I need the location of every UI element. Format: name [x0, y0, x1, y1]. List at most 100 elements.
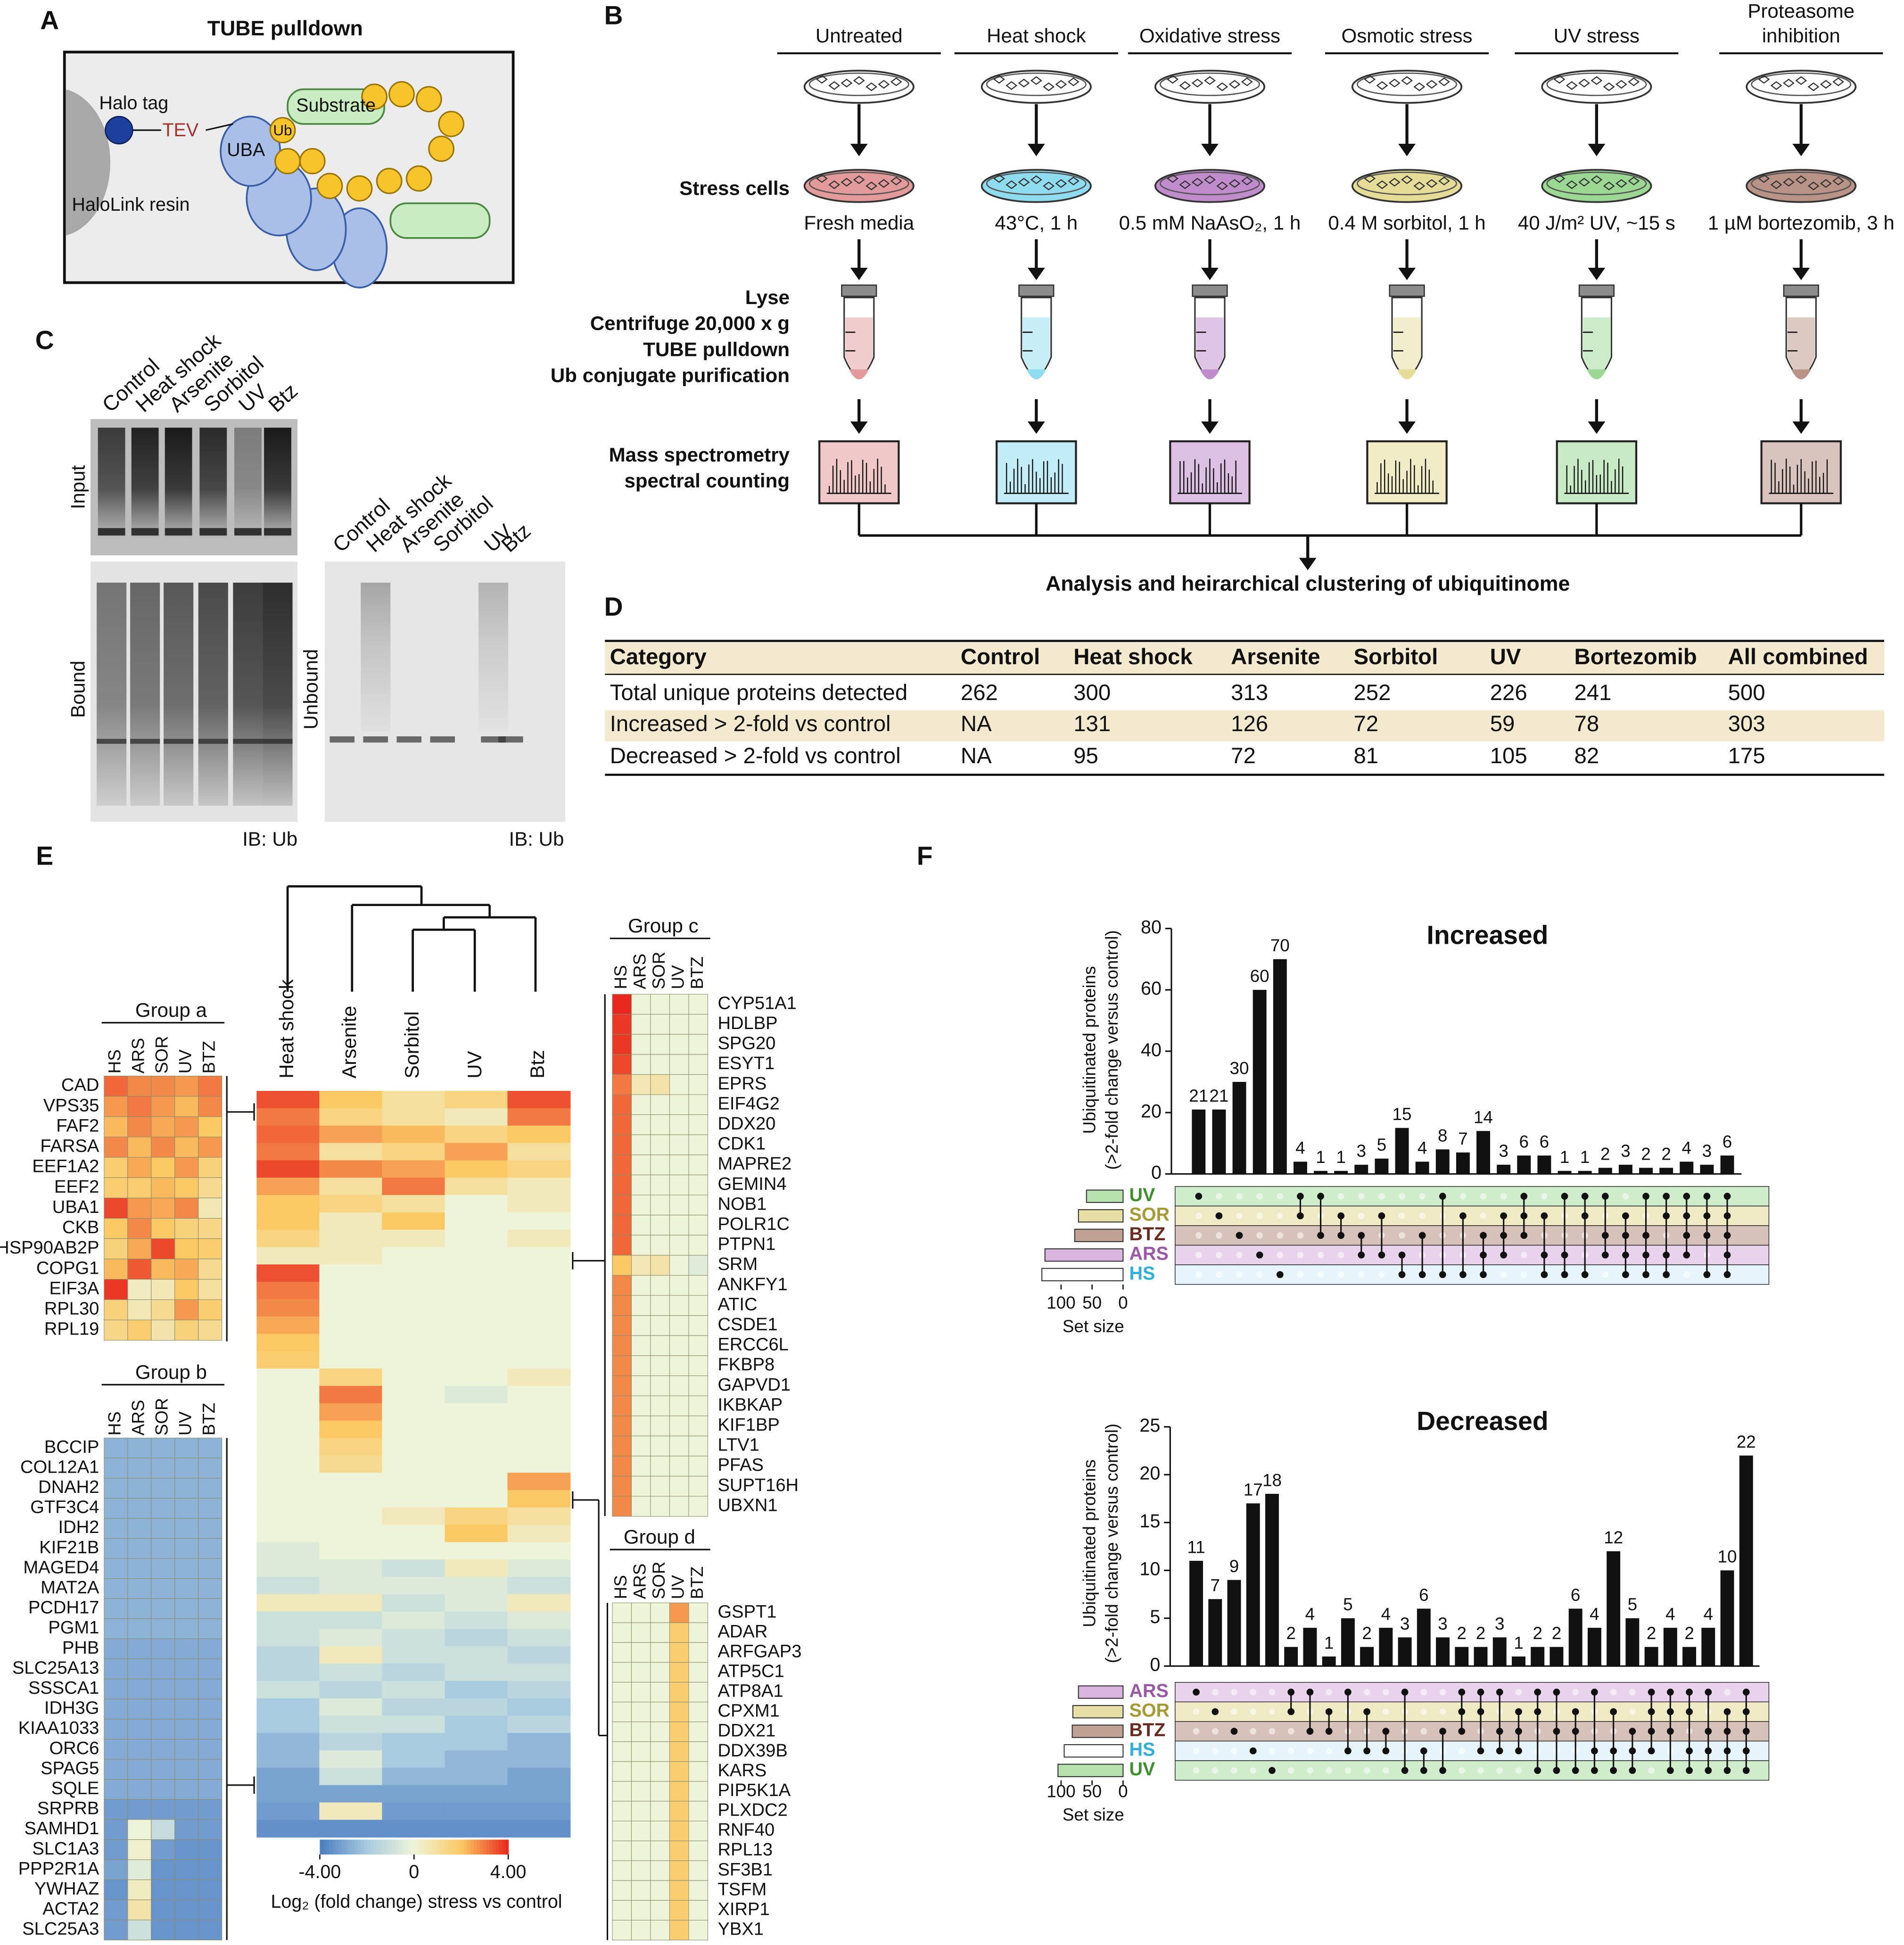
step-label: Centrifuge 20,000 x g — [590, 312, 790, 334]
column-label: UV — [463, 1051, 486, 1078]
matrix-dot — [1648, 1708, 1655, 1715]
heatmap-cell — [151, 1538, 175, 1559]
bar-value-label: 5 — [1377, 1135, 1386, 1154]
table-cell: 500 — [1728, 680, 1765, 705]
gene-label: CSDE1 — [718, 1314, 778, 1335]
lane-band — [198, 739, 228, 744]
heatmap-cell — [256, 1351, 320, 1369]
heatmap-cell — [256, 1629, 320, 1647]
bar-value-label: 5 — [1628, 1595, 1637, 1614]
heatmap-cell — [507, 1507, 571, 1525]
heatmap-cell — [174, 1819, 199, 1840]
lane-band — [199, 528, 227, 536]
heatmap-cell — [151, 1458, 175, 1479]
bar-value-label: 60 — [1250, 966, 1269, 986]
cell — [1628, 176, 1640, 186]
lane-smear — [130, 582, 160, 806]
column-label: UV — [175, 1049, 195, 1074]
heatmap-cell — [669, 1014, 689, 1035]
heatmap-cell — [382, 1698, 445, 1716]
bar-value-label: 6 — [1723, 1132, 1732, 1152]
heatmap-cell — [688, 1435, 709, 1457]
matrix-dot — [1622, 1251, 1629, 1259]
set-size-tick-label: 100 — [1047, 1781, 1075, 1801]
heatmap-cell — [669, 1761, 689, 1782]
heatmap-cell — [127, 1478, 152, 1499]
heatmap-cell — [445, 1698, 508, 1716]
heatmap-cell — [382, 1664, 445, 1681]
heatmap-cell — [382, 1507, 445, 1525]
colorbar-segment — [483, 1839, 487, 1855]
heatmap-cell — [612, 1456, 632, 1476]
cell — [1167, 174, 1179, 183]
heatmap-cell — [256, 1820, 320, 1838]
heatmap-cell — [127, 1319, 152, 1341]
heatmap-cell — [256, 1420, 320, 1439]
heatmap-cell — [688, 1375, 709, 1396]
heatmap-cell — [319, 1698, 383, 1716]
set-size-tick-label: 0 — [1118, 1293, 1128, 1312]
matrix-dot-empty — [1216, 1271, 1222, 1278]
heatmap-cell — [631, 1315, 651, 1336]
bar — [1531, 1647, 1545, 1666]
heatmap-cell — [151, 1638, 175, 1659]
y-axis-label: (>2-fold change versus control) — [1102, 1424, 1121, 1663]
heatmap-cell — [104, 1578, 128, 1599]
gene-label: RPL13 — [718, 1839, 773, 1860]
heatmap-cell — [669, 1074, 689, 1095]
heatmap-cell — [127, 1197, 152, 1219]
bar — [1700, 1164, 1714, 1174]
matrix-dot — [1683, 1232, 1690, 1239]
heatmap-cell — [104, 1319, 128, 1341]
column-label: BTZ — [687, 1566, 707, 1599]
heatmap-cell — [256, 1247, 320, 1265]
heatmap-cell — [256, 1525, 320, 1543]
heatmap-cell — [127, 1698, 152, 1720]
column-label: UV — [668, 965, 687, 989]
heatmap-cell — [445, 1820, 508, 1838]
colorbar-segment — [335, 1839, 339, 1855]
heatmap-cell — [382, 1299, 445, 1317]
matrix-dot — [1723, 1708, 1731, 1715]
heatmap-cell — [688, 1920, 709, 1941]
matrix-dot — [1439, 1271, 1446, 1278]
heatmap-cell — [631, 1496, 651, 1517]
heatmap-cell — [256, 1403, 320, 1421]
colorbar-segment — [414, 1839, 418, 1855]
bar — [1354, 1164, 1368, 1174]
bar-value-label: 2 — [1533, 1624, 1542, 1643]
colorbar-segment — [361, 1839, 364, 1855]
column-label: SOR — [152, 1398, 172, 1435]
heatmap-cell — [631, 1920, 651, 1941]
gene-label: HSP90AB2P — [0, 1237, 99, 1258]
heatmap-cell — [382, 1767, 445, 1786]
matrix-dot — [1723, 1747, 1731, 1755]
set-size-bar — [1072, 1705, 1124, 1719]
matrix-dot — [1480, 1271, 1487, 1278]
heatmap-cell — [174, 1238, 199, 1260]
heatmap-cell — [382, 1802, 445, 1821]
heatmap-cell — [174, 1879, 199, 1900]
bar-value-label: 1 — [1580, 1147, 1590, 1167]
matrix-dot — [1705, 1689, 1712, 1696]
heatmap-cell — [256, 1698, 320, 1716]
tube-pellet — [1200, 369, 1220, 379]
ubiquitin — [299, 148, 326, 174]
gene-label: MAGED4 — [23, 1557, 99, 1577]
heatmap-cell — [151, 1779, 175, 1800]
matrix-dot — [1686, 1767, 1693, 1774]
heatmap-cell — [174, 1116, 199, 1137]
group-label: Group a — [135, 999, 207, 1021]
heatmap-cell — [612, 1416, 632, 1436]
heatmap-cell — [688, 1054, 709, 1075]
matrix-dot — [1317, 1193, 1324, 1200]
cell — [890, 176, 902, 186]
colorbar-segment — [492, 1839, 496, 1855]
heatmap-cell — [127, 1638, 152, 1659]
matrix-dot-empty — [1520, 1271, 1527, 1278]
heatmap-cell — [669, 1335, 689, 1356]
matrix-dot — [1683, 1212, 1690, 1220]
colorbar-segment — [452, 1839, 455, 1855]
heatmap-cell — [198, 1920, 223, 1941]
heatmap-cell — [631, 1741, 651, 1762]
